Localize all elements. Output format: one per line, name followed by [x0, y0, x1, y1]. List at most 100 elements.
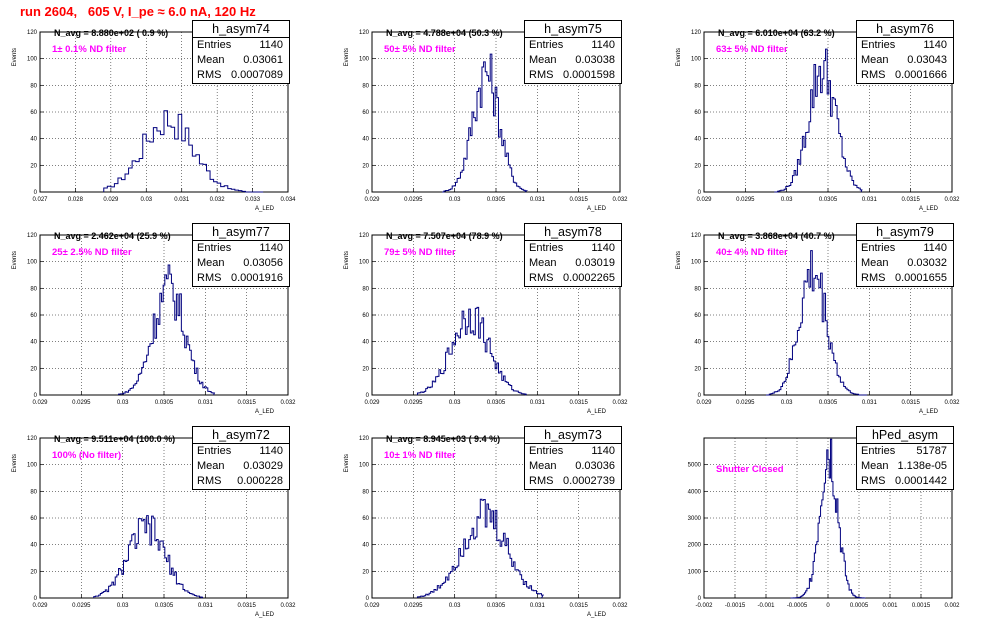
- y-tick-label: 80: [694, 83, 701, 89]
- stats-box: h_asym74 Entries 1140 Mean 0.03061 RMS 0.00070…: [192, 20, 290, 84]
- stats-value: 1140: [923, 242, 947, 254]
- stats-value: 0.03061: [243, 54, 283, 66]
- y-tick-label: 40: [362, 543, 369, 549]
- y-tick-label: 20: [694, 163, 701, 169]
- histogram-panel-hPed_asym: -0.002 -0.0015 -0.001 -0.0005 0 0.0005 0.001 0.…: [664, 426, 996, 628]
- filter-label: 40± 4% ND filter: [716, 247, 788, 258]
- y-tick-label: 120: [691, 233, 702, 239]
- y-tick-label: 0: [34, 393, 38, 399]
- y-tick-label: 0: [366, 393, 370, 399]
- histogram-line: [416, 306, 527, 396]
- x-tick-label: 0.029: [32, 400, 48, 406]
- stats-box: h_asym79 Entries 1140 Mean 0.03032 RMS 0.00016…: [856, 223, 954, 287]
- x-axis-label: A_LED: [919, 409, 939, 415]
- stats-label: Entries: [529, 39, 564, 51]
- x-tick-label: 0.03: [449, 197, 461, 203]
- stats-label: RMS: [529, 272, 554, 284]
- stats-label: Mean: [861, 54, 889, 66]
- filter-label: 10± 1% ND filter: [384, 450, 456, 461]
- stats-value: 0.0001666: [895, 69, 947, 81]
- stats-label: RMS: [197, 475, 222, 487]
- histogram-panel-h_asym76: 0.029 0.0295 0.03 0.0305 0.031 0.0315 0.032 0 20…: [664, 20, 996, 222]
- x-tick-label: 0.0295: [404, 400, 423, 406]
- x-axis-label: A_LED: [255, 409, 275, 415]
- histogram-plot: 0.029 0.0295 0.03 0.0305 0.031 0.0315 0.032 0 20…: [12, 233, 296, 415]
- y-tick-label: 60: [362, 110, 369, 116]
- stats-label: Mean: [861, 257, 889, 269]
- x-tick-label: 0.0295: [72, 603, 91, 609]
- stats-value: 1140: [259, 445, 283, 457]
- stats-row-rms: RMS 0.0001442: [857, 474, 953, 489]
- y-tick-label: 60: [694, 110, 701, 116]
- x-tick-label: 0.0305: [819, 197, 838, 203]
- stats-value: 1140: [923, 39, 947, 51]
- x-tick-label: -0.0015: [725, 603, 746, 609]
- y-tick-label: 80: [694, 286, 701, 292]
- histogram-panel-h_asym79: 0.029 0.0295 0.03 0.0305 0.031 0.0315 0.032 0 20…: [664, 223, 996, 425]
- run-title: run 2604, 605 V, I_pe ≈ 6.0 nA, 120 Hz: [20, 4, 256, 19]
- y-tick-label: 100: [359, 57, 370, 63]
- stats-row-rms: RMS 0.0007089: [193, 68, 289, 83]
- y-tick-label: 120: [359, 233, 370, 239]
- y-tick-label: 40: [30, 543, 37, 549]
- stats-row-mean: Mean 1.138e-05: [857, 459, 953, 474]
- x-tick-label: 0.032: [612, 197, 628, 203]
- y-tick-label: 60: [30, 313, 37, 319]
- y-tick-label: 60: [362, 516, 369, 522]
- x-tick-label: 0.0005: [850, 603, 869, 609]
- x-tick-label: 0.0295: [736, 197, 755, 203]
- stats-value: 51787: [916, 445, 947, 457]
- x-tick-label: 0.03: [117, 603, 129, 609]
- y-tick-label: 0: [698, 190, 702, 196]
- stats-row-rms: RMS 0.0002739: [525, 474, 621, 489]
- stats-value: 1140: [591, 39, 615, 51]
- stats-box: h_asym72 Entries 1140 Mean 0.03029 RMS 0.00022…: [192, 426, 290, 490]
- histogram-line: [416, 498, 544, 599]
- y-tick-label: 60: [694, 313, 701, 319]
- stats-value: 0.0002739: [563, 475, 615, 487]
- x-tick-label: 0.0305: [487, 400, 506, 406]
- x-tick-label: 0.029: [364, 603, 380, 609]
- stats-row-mean: Mean 0.03019: [525, 256, 621, 271]
- stats-label: Mean: [861, 460, 889, 472]
- x-tick-label: 0.031: [174, 197, 190, 203]
- y-tick-label: 100: [359, 463, 370, 469]
- histogram-plot: 0.029 0.0295 0.03 0.0305 0.031 0.0315 0.032 0 20…: [676, 30, 960, 212]
- stats-value: 0.0007089: [231, 69, 283, 81]
- y-tick-label: 60: [30, 516, 37, 522]
- x-tick-label: 0.029: [364, 400, 380, 406]
- histogram-plot: -0.002 -0.0015 -0.001 -0.0005 0 0.0005 0.001 0.…: [688, 437, 960, 609]
- stats-value: 1140: [259, 39, 283, 51]
- x-tick-label: 0.0315: [901, 197, 920, 203]
- x-tick-label: 0.0305: [819, 400, 838, 406]
- x-tick-label: 0.001: [882, 603, 898, 609]
- stats-value: 0.03038: [575, 54, 615, 66]
- histogram-line: [93, 515, 204, 599]
- stats-row-entries: Entries 1140: [193, 444, 289, 459]
- x-tick-label: 0.0295: [404, 603, 423, 609]
- filter-label: 50± 5% ND filter: [384, 44, 456, 55]
- filter-label: 1± 0.1% ND filter: [52, 44, 127, 55]
- x-tick-label: 0.0015: [912, 603, 931, 609]
- y-tick-label: 40: [30, 137, 37, 143]
- y-axis-label: Events: [12, 48, 18, 66]
- histogram-name: h_asym79: [857, 224, 953, 241]
- y-tick-label: 80: [30, 489, 37, 495]
- y-tick-label: 80: [362, 489, 369, 495]
- y-tick-label: 0: [366, 190, 370, 196]
- stats-box: hPed_asym Entries 51787 Mean 1.138e-05 RMS 0.0…: [856, 426, 954, 490]
- x-tick-label: 0.03: [117, 400, 129, 406]
- histogram-panel-h_asym73: 0.029 0.0295 0.03 0.0305 0.031 0.0315 0.032 0 20…: [332, 426, 664, 628]
- x-tick-label: 0.031: [198, 603, 214, 609]
- stats-label: Mean: [529, 54, 557, 66]
- y-tick-label: 0: [366, 596, 370, 602]
- y-tick-label: 120: [27, 233, 38, 239]
- x-tick-label: 0.0295: [736, 400, 755, 406]
- y-tick-label: 0: [698, 596, 702, 602]
- stats-label: Entries: [197, 445, 232, 457]
- y-tick-label: 0: [34, 190, 38, 196]
- x-tick-label: 0: [826, 603, 830, 609]
- navg-label: N_avg = 6.010e+04 (63.2 %): [718, 28, 835, 38]
- histogram-plot: 0.029 0.0295 0.03 0.0305 0.031 0.0315 0.032 0 20…: [676, 233, 960, 415]
- y-tick-label: 120: [359, 436, 370, 442]
